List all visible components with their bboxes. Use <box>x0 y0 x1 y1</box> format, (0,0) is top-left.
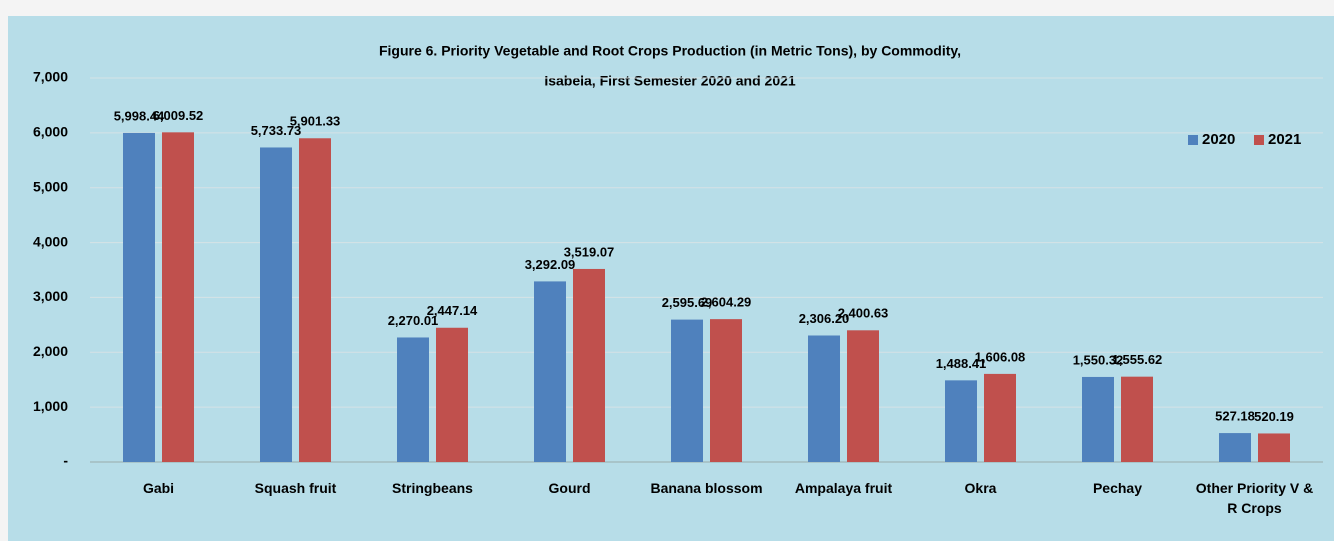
value-label: 2,595.69 <box>662 295 713 310</box>
y-tick-label: 6,000 <box>33 124 68 140</box>
value-label: 6,009.52 <box>153 108 204 123</box>
bar <box>260 147 292 462</box>
x-tick-label: Gabi <box>142 480 175 496</box>
legend-label: 2021 <box>1268 131 1301 148</box>
bar <box>1258 433 1290 462</box>
value-label: 5,733.73 <box>251 123 302 138</box>
bar <box>436 327 468 462</box>
y-tick-label: 5,000 <box>33 178 68 194</box>
value-label: 2,400.63 <box>838 306 889 321</box>
value-label: 2,447.14 <box>427 303 478 318</box>
bar <box>1121 376 1153 462</box>
bar <box>162 132 194 462</box>
x-tick-label: Ampalaya fruit <box>794 480 893 496</box>
y-tick-label: 7,000 <box>33 69 68 85</box>
bar <box>710 319 742 462</box>
y-tick-label: 1,000 <box>33 398 68 414</box>
chart-title: Isabela, First Semester 2020 and 2021 <box>544 73 796 89</box>
legend-label: 2020 <box>1202 131 1235 148</box>
value-label: 2,270.01 <box>388 313 439 328</box>
bar <box>847 330 879 462</box>
legend-swatch <box>1188 135 1198 145</box>
x-tick-label: Stringbeans <box>392 480 473 496</box>
x-tick-label: Banana blossom <box>650 480 763 496</box>
value-label: 520.19 <box>1254 409 1294 424</box>
bar <box>397 337 429 462</box>
value-label: 2,604.29 <box>701 295 752 310</box>
value-label: 5,998.44 <box>114 108 165 123</box>
y-tick-label: - <box>63 453 68 469</box>
value-label: 1,488.41 <box>936 356 987 371</box>
value-label: 1,550.32 <box>1073 352 1124 367</box>
bar <box>123 132 155 462</box>
bar <box>1219 433 1251 462</box>
bar <box>573 268 605 462</box>
x-tick-label: Okra <box>964 480 997 496</box>
bar <box>534 281 566 462</box>
y-tick-label: 3,000 <box>33 288 68 304</box>
bar <box>945 380 977 462</box>
bar <box>808 335 840 462</box>
bar <box>984 373 1016 462</box>
x-tick-label: Gourd <box>548 480 591 496</box>
bar <box>1082 376 1114 462</box>
x-tick-label: Squash fruit <box>254 480 337 496</box>
value-label: 1,606.08 <box>975 349 1026 364</box>
value-label: 3,519.07 <box>564 244 615 259</box>
value-label: 5,901.33 <box>290 114 341 129</box>
x-tick-label: Pechay <box>1092 480 1143 496</box>
y-tick-label: 4,000 <box>33 233 68 249</box>
chart-title: Figure 6. Priority Vegetable and Root Cr… <box>379 43 961 59</box>
bar <box>671 319 703 462</box>
value-label: 3,292.09 <box>525 257 576 272</box>
y-tick-label: 2,000 <box>33 343 68 359</box>
bar <box>299 138 331 462</box>
value-label: 1,555.62 <box>1112 352 1163 367</box>
value-label: 527.18 <box>1215 409 1255 424</box>
x-tick-label: Other Priority V & R Crops <box>1195 480 1314 516</box>
legend-swatch <box>1254 135 1264 145</box>
value-label: 2,306.20 <box>799 311 850 326</box>
